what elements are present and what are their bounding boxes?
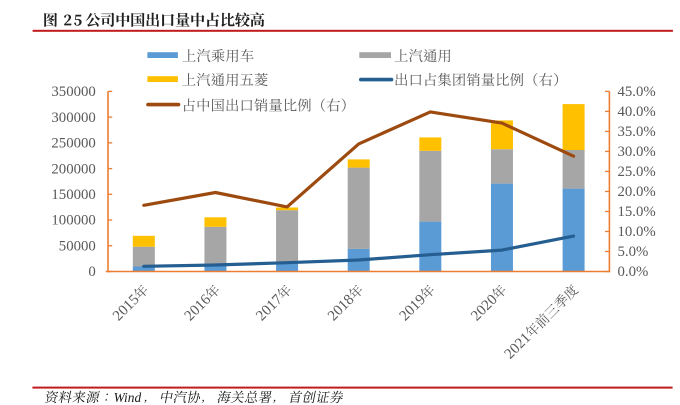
svg-text:150000: 150000 <box>51 187 95 203</box>
svg-text:35.0%: 35.0% <box>618 124 656 140</box>
svg-text:50000: 50000 <box>59 238 96 254</box>
svg-text:Wind: Wind <box>114 390 142 405</box>
svg-text:0.0%: 0.0% <box>618 264 649 280</box>
svg-text:15.0%: 15.0% <box>618 204 656 220</box>
svg-text:0: 0 <box>88 264 95 280</box>
svg-text:350000: 350000 <box>51 84 95 100</box>
svg-text:45.0%: 45.0% <box>618 84 656 100</box>
svg-text:30.0%: 30.0% <box>618 144 656 160</box>
svg-text:200000: 200000 <box>51 161 95 177</box>
svg-text:300000: 300000 <box>51 110 95 126</box>
svg-text:20.0%: 20.0% <box>618 184 656 200</box>
svg-text:5.0%: 5.0% <box>618 244 649 260</box>
svg-text:10.0%: 10.0% <box>618 224 656 240</box>
svg-text:100000: 100000 <box>51 213 95 229</box>
svg-text:40.0%: 40.0% <box>618 104 656 120</box>
svg-text:25.0%: 25.0% <box>618 164 656 180</box>
svg-text:250000: 250000 <box>51 136 95 152</box>
